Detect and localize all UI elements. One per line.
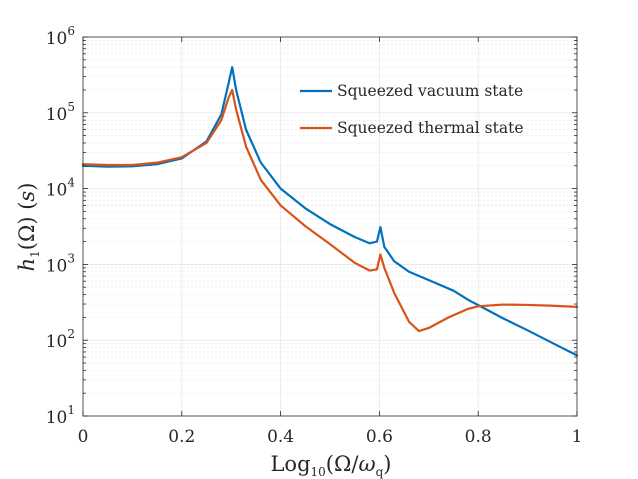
x-tick-label: 0.8 (465, 427, 492, 447)
x-tick-label: 0.6 (366, 427, 393, 447)
x-tick-label: 1 (572, 427, 583, 447)
x-axis-label: Log10(Ω/ωq) (270, 452, 391, 479)
y-axis-label: h1(Ω) (s) (15, 183, 42, 272)
grid-lines (83, 37, 577, 416)
y-tick-labels: 101 102 103 104 105 106 (46, 24, 76, 428)
plot-area-frame (82, 36, 578, 417)
x-tick-labels: 0 0.2 0.4 0.6 0.8 1 (78, 427, 583, 447)
series-line-thermal (81, 88, 579, 333)
x-tick-label: 0 (78, 427, 89, 447)
y-tick-label: 106 (46, 24, 75, 49)
y-tick-label: 103 (46, 251, 75, 276)
series-lines (81, 66, 579, 357)
y-tick-label: 104 (46, 176, 76, 201)
y-tick-label: 105 (46, 100, 75, 125)
x-tick-label: 0.4 (267, 427, 294, 447)
series-line-vacuum (81, 66, 579, 357)
axis-ticks (82, 36, 578, 417)
legend: Squeezed vacuum state Squeezed thermal s… (300, 82, 524, 137)
legend-label-thermal: Squeezed thermal state (337, 119, 524, 137)
x-tick-label: 0.2 (168, 427, 195, 447)
y-tick-label: 102 (46, 327, 75, 352)
legend-label-vacuum: Squeezed vacuum state (337, 82, 523, 100)
y-tick-label: 101 (46, 403, 75, 428)
